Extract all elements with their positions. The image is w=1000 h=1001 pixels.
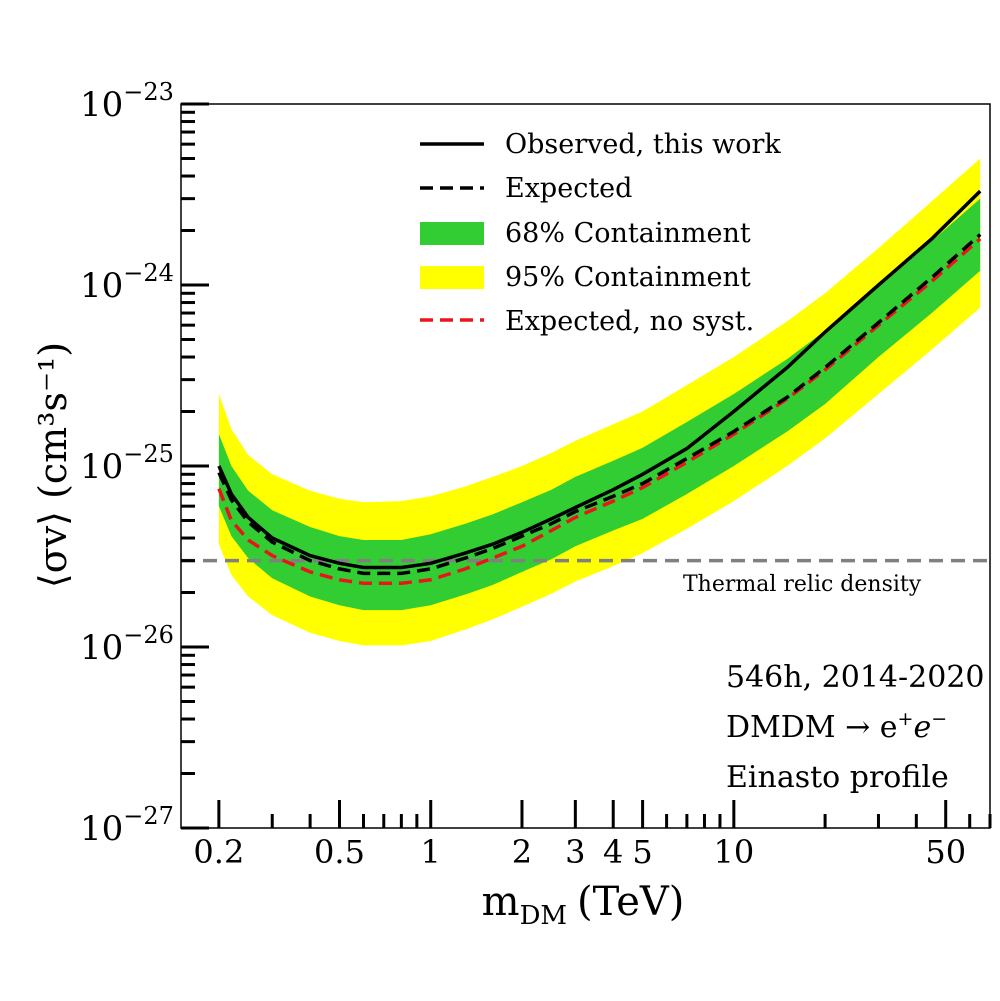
legend-label-expected-no-syst: Expected, no syst. xyxy=(505,306,754,337)
legend-swatch-band68 xyxy=(420,222,484,245)
x-tick-label: 0.2 xyxy=(193,833,244,871)
y-tick-label-exponent: −27 xyxy=(123,802,174,830)
y-tick-label: 10−26 xyxy=(80,621,174,668)
x-tick-label: 50 xyxy=(925,833,966,871)
legend: Observed, this work Expected 68% Contain… xyxy=(420,129,781,337)
x-tick-label: 1 xyxy=(421,833,441,871)
observed-line xyxy=(217,189,982,570)
x-tick-label: 10 xyxy=(713,833,754,871)
expected-line xyxy=(217,233,982,576)
band-95-containment xyxy=(218,158,981,646)
x-axis-label-sub: DM xyxy=(520,901,567,931)
x-axis-label: mDM (TeV) xyxy=(482,879,685,931)
legend-label-band68: 68% Containment xyxy=(505,218,751,249)
y-tick-label-exponent: −26 xyxy=(123,621,174,649)
plot-content xyxy=(181,158,990,646)
annotation-channel-main: DMDM → e xyxy=(726,710,898,745)
annotation-exposure: 546h, 2014-2020 xyxy=(726,660,985,695)
x-tick-label: 5 xyxy=(632,833,652,871)
annotation-channel-sup1: + xyxy=(898,708,914,730)
x-axis-label-unit: (TeV) xyxy=(577,879,684,925)
x-tick-label: 2 xyxy=(512,833,532,871)
legend-label-band95: 95% Containment xyxy=(505,262,751,293)
legend-label-observed: Observed, this work xyxy=(505,129,781,160)
thermal-relic-label: Thermal relic density xyxy=(683,572,922,597)
y-tick-label-exponent: −24 xyxy=(123,259,174,287)
x-tick-label: 0.5 xyxy=(314,833,365,871)
y-tick-label: 10−25 xyxy=(80,440,174,487)
y-tick-label-base: 10 xyxy=(80,809,123,849)
y-tick-label-exponent: −23 xyxy=(123,78,174,106)
y-tick-label-base: 10 xyxy=(80,85,123,125)
legend-label-expected: Expected xyxy=(505,173,632,204)
y-tick-label: 10−27 xyxy=(80,802,174,849)
y-tick-label-exponent: −25 xyxy=(123,440,174,468)
x-tick-label: 4 xyxy=(603,833,623,871)
band-68-containment xyxy=(218,198,981,611)
annotation-channel-sup2: − xyxy=(931,708,947,730)
y-tick-label-base: 10 xyxy=(80,266,123,306)
y-tick-label-base: 10 xyxy=(80,447,123,487)
y-tick-label: 10−24 xyxy=(80,259,174,306)
y-tick-label: 10−23 xyxy=(80,78,174,125)
x-axis-label-main: m xyxy=(482,879,520,925)
annotation-block: 546h, 2014-2020 DMDM → e+e− Einasto prof… xyxy=(726,660,985,795)
y-axis-label: ⟨σv⟩ (cm³s⁻¹) xyxy=(31,342,75,588)
y-tick-label-base: 10 xyxy=(80,628,123,668)
axis-ticks xyxy=(181,102,992,830)
annotation-profile: Einasto profile xyxy=(726,760,949,795)
x-tick-label: 3 xyxy=(565,833,585,871)
annotation-channel: DMDM → e+e− xyxy=(726,708,947,745)
annotation-channel-mid: e xyxy=(913,710,931,745)
legend-swatch-band95 xyxy=(420,266,484,289)
x-tick-labels: 0.2 0.5 1 2 3 4 5 10 50 xyxy=(193,833,966,871)
